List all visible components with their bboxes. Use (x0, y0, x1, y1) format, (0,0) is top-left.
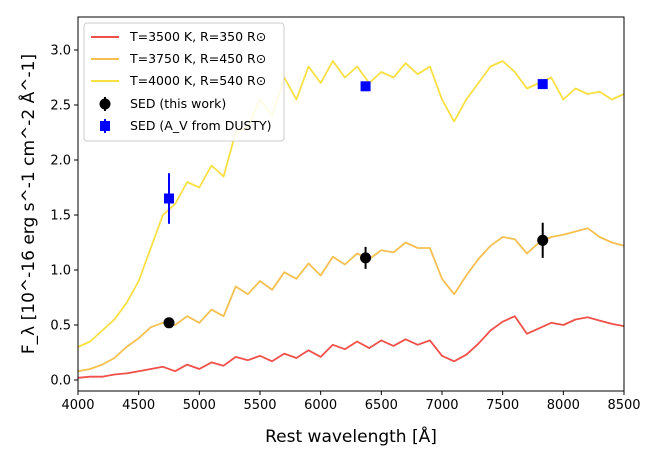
legend-label-3750k: T=3750 K, R=450 R⊙ (129, 51, 266, 66)
series-line-t-3500-k (77, 315, 625, 379)
legend-label-sed: SED (this work) (130, 96, 226, 111)
y-tick-label: 2.0 (50, 154, 71, 169)
y-axis-label: F_λ [10^-16 erg s^-1 cm^-2 Å^-1] (17, 54, 39, 354)
x-tick-label: 4500 (122, 398, 155, 413)
chart-legend: T=3500 K, R=350 R⊙ T=3750 K, R=450 R⊙ T=… (83, 22, 285, 142)
y-tick-label: 1.5 (50, 209, 71, 224)
x-tick-label: 7000 (425, 398, 458, 413)
sed-dusty-point (360, 81, 371, 92)
x-tick-label: 6500 (365, 398, 398, 413)
sed-points-layer (163, 79, 549, 329)
x-tick-label: 8000 (547, 398, 580, 413)
x-tick-label: 5000 (183, 398, 216, 413)
plot-frame (77, 16, 625, 392)
sed-point (537, 234, 549, 246)
x-tick-label: 8500 (607, 398, 640, 413)
x-tick-label: 5500 (243, 398, 276, 413)
y-tick-label: 0.0 (50, 374, 71, 389)
y-axis-ticks: 0.0 0.5 1.0 1.5 2.0 2.5 3.0 (50, 44, 78, 389)
legend-box (83, 22, 285, 142)
sed-dusty-point (164, 193, 174, 204)
legend-label-dusty: SED (A_V from DUSTY) (130, 118, 272, 133)
x-tick-label: 7500 (486, 398, 519, 413)
y-tick-label: 0.5 (50, 319, 71, 334)
legend-marker-sed (99, 98, 111, 110)
sed-point (360, 252, 372, 264)
y-tick-label: 2.5 (50, 99, 71, 114)
x-tick-label: 4000 (61, 398, 94, 413)
y-tick-label: 1.0 (50, 264, 71, 279)
sed-dusty-point (537, 79, 548, 90)
legend-label-3500k: T=3500 K, R=350 R⊙ (129, 29, 266, 44)
x-tick-label: 6000 (304, 398, 337, 413)
y-tick-label: 3.0 (50, 44, 71, 59)
x-axis-label: Rest wavelength [Å] (265, 425, 437, 447)
x-axis-ticks: 4000 4500 5000 5500 6000 6500 7000 7500 8000 8500 (61, 391, 641, 413)
sed-point (163, 317, 175, 329)
legend-label-4000k: T=4000 K, R=540 R⊙ (129, 73, 266, 88)
legend-marker-dusty (100, 121, 110, 131)
